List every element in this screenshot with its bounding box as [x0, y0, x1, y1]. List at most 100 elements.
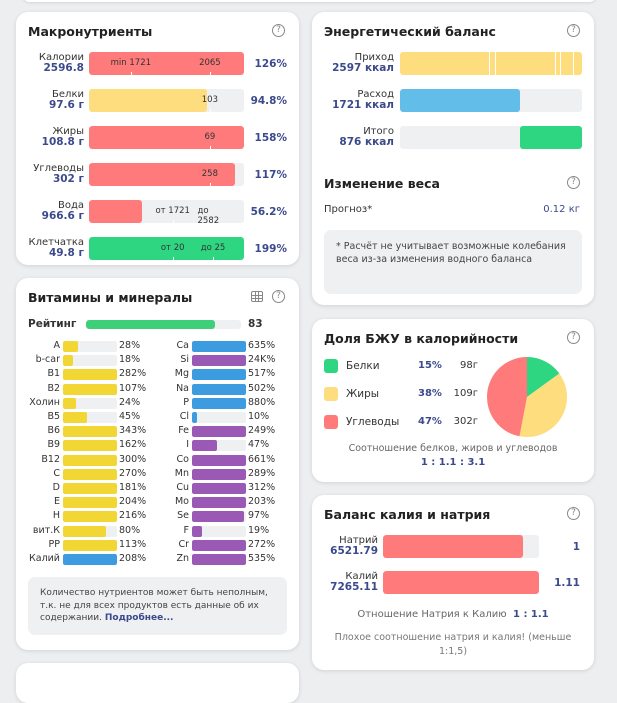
macro-name: Белки [52, 89, 84, 100]
macro-bar: min 1721 2065 [89, 52, 244, 75]
macro-value: 97.6 г [48, 99, 84, 111]
table-icon[interactable] [251, 291, 263, 302]
macro-value: 2596.8 [43, 62, 84, 74]
weight-note: * Расчёт не учитывает возможные колебани… [324, 230, 582, 294]
nutrient-bar [192, 525, 246, 537]
nutrient-bar-fill [192, 369, 246, 381]
note-text: Количество нутриентов может быть неполны… [40, 588, 268, 623]
macro-marker: 103 [201, 95, 219, 105]
nutrient-row: вит.К 80% [16, 525, 296, 538]
nutrient-row: B12 300% [16, 454, 296, 467]
legend-grams: 98г [460, 360, 478, 371]
nutrient-bar-fill [192, 440, 218, 452]
help-icon[interactable]: ? [567, 331, 580, 344]
nutrient-name: H [52, 510, 60, 522]
more-link[interactable]: Подробнее... [104, 613, 174, 623]
energy-bar-fill [520, 126, 582, 149]
nutrient-bar [192, 341, 246, 352]
nutrient-name: вит.К [32, 524, 60, 536]
nutrient-percent: 162% [119, 439, 147, 451]
nutrient-name: Cr [178, 538, 189, 550]
nutrient-bar [63, 511, 117, 523]
nutrient-name: Se [177, 510, 189, 522]
nutrient-row: PP 113% [16, 539, 296, 552]
nutrient-bar-fill [192, 511, 245, 523]
macro-bar-fill [89, 237, 244, 260]
macro-tick [213, 257, 214, 260]
macro-value: 49.8 г [48, 247, 84, 259]
nutrient-bar-fill [63, 497, 117, 509]
nutrient-percent: 18% [119, 354, 141, 366]
mineral-ratio: 1 [572, 541, 580, 553]
macro-value: 108.8 г [41, 136, 84, 148]
nutrient-percent: 517% [248, 368, 276, 380]
help-icon[interactable]: ? [272, 24, 285, 37]
nutrient-name: b-car [35, 354, 60, 366]
energy-name: Приход [354, 52, 394, 63]
macro-label: Углеводы 302 г [16, 163, 84, 185]
nutrient-bar [63, 525, 117, 537]
nutrient-percent: 97% [248, 510, 270, 522]
nutrient-name: Mo [174, 496, 189, 508]
energy-bar [400, 89, 582, 112]
energy-bar-fill [400, 52, 582, 75]
macro-percent: 56.2% [250, 206, 287, 218]
energy-label: Итого 876 ккал [312, 126, 394, 148]
macro-bar-fill [89, 126, 244, 149]
pie-slice-0 [527, 357, 560, 397]
legend-percent: 15% [418, 360, 442, 371]
pie-slice-1 [519, 373, 567, 437]
macro-tick [209, 146, 211, 149]
mineral-bar-fill [383, 535, 524, 558]
card-title: Энергетический баланс [324, 24, 496, 39]
ratio-value: 1 : 1.1 : 3.1 [420, 457, 486, 468]
help-icon[interactable]: ? [567, 24, 580, 37]
nutrient-name: Na [176, 382, 189, 394]
nutrient-name: A [53, 340, 61, 351]
nutrient-percent: 107% [119, 382, 147, 394]
help-icon[interactable]: ? [272, 290, 285, 303]
pie-slice-2 [486, 357, 527, 437]
nutrient-bar [63, 383, 117, 395]
nutrient-percent: 203% [248, 496, 276, 508]
mineral-value: 6521.79 [330, 545, 378, 557]
nutrient-percent: 24% [119, 396, 141, 408]
nutrient-percent: 80% [119, 524, 141, 536]
nutrient-percent: 249% [248, 425, 276, 437]
rating-fill [86, 320, 215, 329]
nutrient-row: B2 107% [16, 383, 296, 396]
energy-segment-divider [489, 52, 491, 75]
nutrient-bar [63, 355, 117, 367]
macro-name: Углеводы [33, 163, 84, 174]
nutrient-name: Zn [176, 553, 189, 564]
help-icon[interactable]: ? [567, 507, 580, 520]
legend-name: Углеводы [346, 416, 400, 428]
nutrient-percent: 113% [119, 538, 147, 550]
help-icon[interactable]: ? [567, 176, 580, 189]
nutrient-percent: 312% [248, 482, 276, 493]
nutrient-percent: 181% [119, 482, 147, 493]
nutrient-bar [63, 454, 117, 466]
macro-percent: 117% [254, 169, 287, 181]
nutrient-percent: 289% [248, 467, 276, 479]
legend-swatch [324, 387, 338, 401]
macro-tick [209, 72, 211, 75]
nutrient-bar [192, 426, 246, 438]
nutrient-percent: 208% [119, 553, 147, 564]
nutrient-percent: 45% [119, 411, 141, 422]
macro-tick [172, 257, 174, 260]
macro-label: Белки 97.6 г [16, 89, 84, 111]
nutrient-percent: 635% [248, 340, 276, 351]
macro-name: Клетчатка [28, 237, 85, 248]
nutrient-percent: 28% [119, 340, 141, 351]
nutrient-percent: 880% [248, 396, 276, 408]
rating-value: 83 [248, 318, 263, 330]
nutrient-name: F [183, 524, 189, 536]
weight-change-title: Изменение веса [324, 176, 440, 191]
nutrient-bar-fill [63, 454, 117, 466]
nutrient-row: Mn 289% [16, 468, 296, 481]
nutrient-name: Fe [178, 425, 189, 437]
macro-tick [209, 109, 211, 112]
nutrient-bar-fill [192, 554, 246, 565]
nutrient-row: B9 162% [16, 439, 296, 452]
